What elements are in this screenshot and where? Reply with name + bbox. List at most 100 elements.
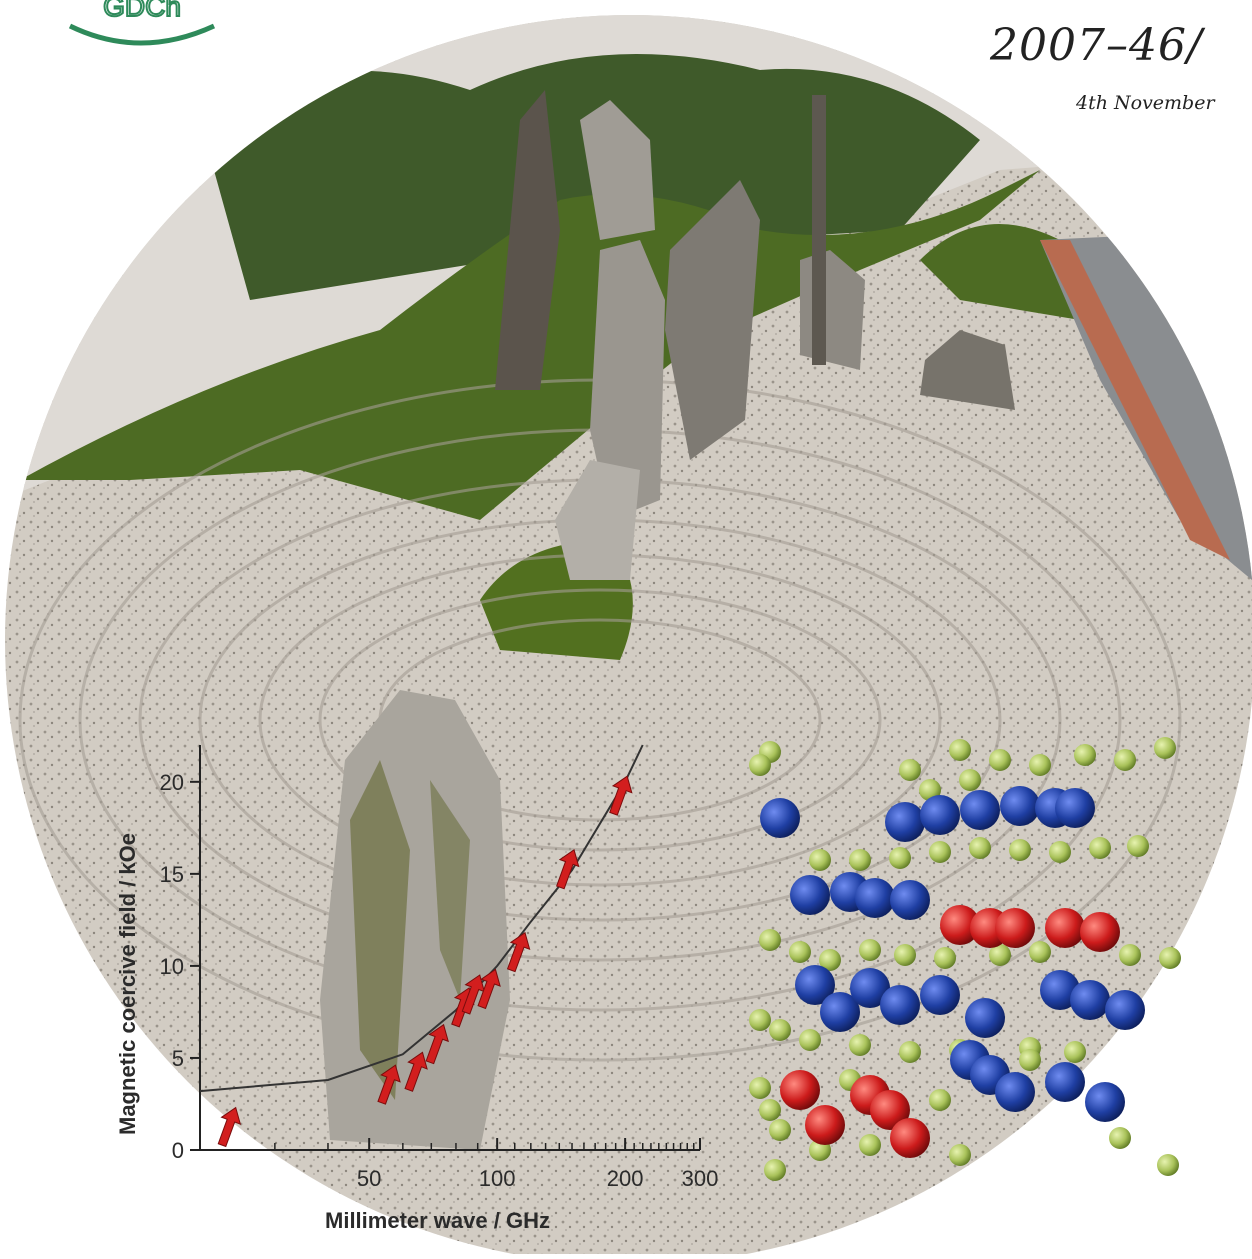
green-atom xyxy=(1159,947,1181,969)
green-atom xyxy=(859,1134,881,1156)
data-point-arrow xyxy=(377,1064,401,1105)
x-tick-label: 50 xyxy=(357,1166,381,1191)
blue-atom xyxy=(1105,990,1145,1030)
coercive-field-chart: 0 5 10 15 20 50 100 200 300 Millimeter wave / GH… xyxy=(115,744,719,1233)
blue-atom xyxy=(965,998,1005,1038)
green-atom xyxy=(1127,835,1149,857)
green-atom xyxy=(949,1144,971,1166)
green-atom xyxy=(989,749,1011,771)
data-point-arrow xyxy=(555,849,580,890)
blue-atom xyxy=(820,992,860,1032)
green-atom xyxy=(849,1034,871,1056)
data-point-arrow xyxy=(477,968,501,1010)
green-atom xyxy=(749,1077,771,1099)
red-atom xyxy=(870,1090,910,1130)
green-atom xyxy=(819,949,841,971)
green-atom xyxy=(1074,744,1096,766)
green-atom xyxy=(1049,841,1071,863)
blue-atom xyxy=(960,790,1000,830)
red-atom xyxy=(940,905,980,945)
y-tick-label: 10 xyxy=(160,954,184,979)
blue-atom xyxy=(890,880,930,920)
blue-atom xyxy=(920,795,960,835)
green-atom xyxy=(929,1089,951,1111)
blue-atom xyxy=(1085,1082,1125,1122)
green-atom xyxy=(934,947,956,969)
green-atom xyxy=(899,1041,921,1063)
blue-atom xyxy=(995,1072,1035,1112)
green-atom xyxy=(1109,1127,1131,1149)
green-atom xyxy=(899,759,921,781)
green-atom xyxy=(959,769,981,791)
data-point-arrow xyxy=(404,1051,428,1092)
x-tick-label: 100 xyxy=(479,1166,516,1191)
blue-atom xyxy=(1070,980,1110,1020)
green-atom xyxy=(799,1029,821,1051)
gdch-logo: GDCh xyxy=(68,0,216,46)
logo-text: GDCh xyxy=(103,0,181,22)
green-atom xyxy=(1019,1049,1041,1071)
green-atom xyxy=(764,1159,786,1181)
data-point-arrow xyxy=(425,1023,449,1065)
green-atom xyxy=(749,1009,771,1031)
green-atom xyxy=(759,929,781,951)
green-atom xyxy=(809,849,831,871)
y-tick-label: 20 xyxy=(160,770,184,795)
blue-atom xyxy=(760,798,800,838)
x-axis-label: Millimeter wave / GHz xyxy=(325,1208,550,1233)
crystal-structure xyxy=(749,737,1181,1181)
blue-atom xyxy=(855,878,895,918)
data-point-arrow xyxy=(609,775,633,816)
blue-atom xyxy=(1055,788,1095,828)
green-atom xyxy=(989,944,1011,966)
green-atom xyxy=(1029,754,1051,776)
blue-atom xyxy=(790,875,830,915)
green-atom xyxy=(1119,944,1141,966)
green-atom xyxy=(894,944,916,966)
green-atom xyxy=(1029,941,1051,963)
green-atom xyxy=(969,837,991,859)
green-atom xyxy=(949,739,971,761)
green-atom xyxy=(759,1099,781,1121)
green-atom xyxy=(1089,837,1111,859)
blue-atom xyxy=(795,965,835,1005)
green-atom xyxy=(1114,749,1136,771)
blue-atom xyxy=(1000,786,1040,826)
blue-atom xyxy=(880,985,920,1025)
issue-date: 4th November xyxy=(1076,92,1215,114)
green-atom xyxy=(789,941,811,963)
green-atom xyxy=(1009,839,1031,861)
x-tick-label: 300 xyxy=(682,1166,719,1191)
data-point-arrow xyxy=(506,931,531,973)
issue-number: 2007–46/ xyxy=(990,20,1203,71)
red-atom xyxy=(780,1070,820,1110)
blue-atom xyxy=(920,975,960,1015)
red-atom xyxy=(890,1118,930,1158)
red-atom xyxy=(1080,912,1120,952)
y-tick-label: 5 xyxy=(172,1046,184,1071)
green-atom xyxy=(769,1019,791,1041)
green-atom xyxy=(769,1119,791,1141)
red-atom xyxy=(1045,908,1085,948)
green-atom xyxy=(1157,1154,1179,1176)
blue-atom xyxy=(885,802,925,842)
green-atom xyxy=(749,754,771,776)
blue-atom xyxy=(850,968,890,1008)
green-atom xyxy=(889,847,911,869)
red-atom xyxy=(805,1105,845,1145)
blue-atom xyxy=(1045,1062,1085,1102)
fit-curve xyxy=(199,744,644,1093)
x-tick-label: 200 xyxy=(607,1166,644,1191)
y-tick-label: 0 xyxy=(172,1138,184,1163)
red-atom xyxy=(995,908,1035,948)
green-atom xyxy=(1064,1041,1086,1063)
green-atom xyxy=(859,939,881,961)
green-atom xyxy=(919,779,941,801)
data-point-arrow xyxy=(217,1106,242,1148)
green-atom xyxy=(1154,737,1176,759)
data-point-arrow xyxy=(461,974,486,1015)
green-atom xyxy=(929,841,951,863)
green-atom xyxy=(849,849,871,871)
